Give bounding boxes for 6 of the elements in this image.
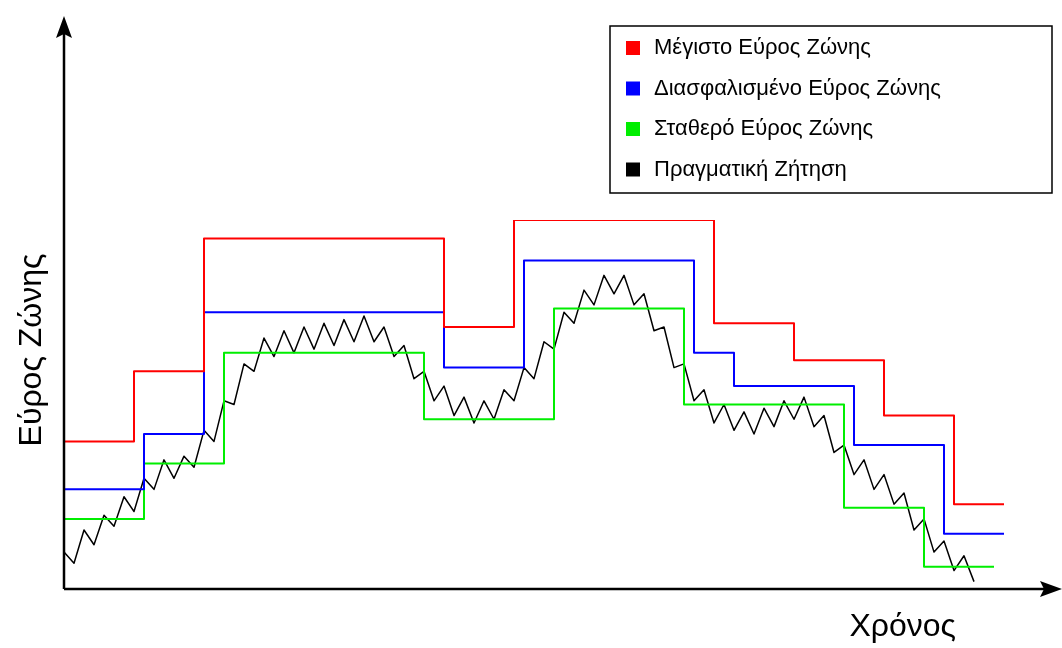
legend-label: Σταθερό Εύρος Ζώνης — [654, 115, 874, 141]
legend-label: Διασφαλισμένο Εύρος Ζώνης — [654, 74, 941, 100]
legend-label: Πραγματική Ζήτηση — [654, 155, 847, 181]
x-axis-title: Χρόνος — [849, 606, 956, 643]
legend-label: Μέγιστο Εύρος Ζώνης — [654, 34, 871, 60]
y-axis-title: Εύρος Ζώνης — [11, 253, 48, 447]
